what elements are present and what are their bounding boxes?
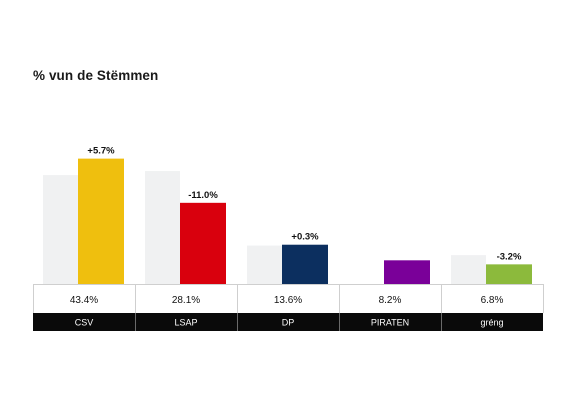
chart-title: % vun de Stëmmen (33, 68, 159, 83)
previous-bar-dp (247, 245, 282, 284)
previous-bar-gr-ng (451, 255, 486, 284)
category-label-piraten: PIRATEN (371, 318, 409, 328)
bar-lsap (180, 202, 226, 284)
category-label-csv: CSV (75, 318, 94, 328)
change-label-lsap: -11.0% (188, 190, 218, 201)
party-strip (33, 313, 543, 331)
value-label-gr-ng: 6.8% (481, 295, 504, 306)
value-label-csv: 43.4% (70, 295, 98, 306)
change-label-csv: +5.7% (87, 146, 115, 157)
bar-gr-ng (486, 264, 532, 284)
bar-piraten (384, 260, 430, 284)
value-label-dp: 13.6% (274, 295, 302, 306)
change-label-gr-ng: -3.2% (497, 251, 522, 262)
category-label-dp: DP (282, 318, 295, 328)
bar-dp (282, 244, 328, 284)
change-label-dp: +0.3% (291, 232, 319, 243)
value-label-lsap: 28.1% (172, 295, 200, 306)
category-label-gr-ng: gréng (480, 318, 503, 328)
category-label-lsap: LSAP (174, 318, 197, 328)
previous-bar-csv (43, 175, 78, 284)
value-label-piraten: 8.2% (379, 295, 402, 306)
bar-csv (78, 158, 124, 284)
previous-bar-lsap (145, 171, 180, 284)
